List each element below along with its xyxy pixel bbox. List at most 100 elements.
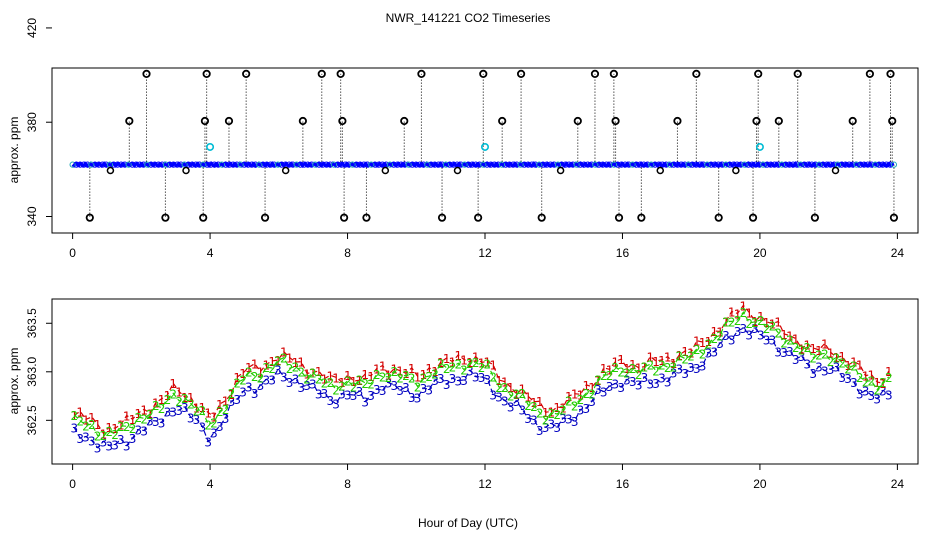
series-3-marker: 3 <box>710 346 718 360</box>
series-1-marker: 1 <box>565 390 573 404</box>
baseline-point <box>685 161 692 168</box>
baseline-point <box>349 161 356 168</box>
series-3-marker: 3 <box>786 345 794 359</box>
high-outlier-point <box>479 69 488 78</box>
baseline-point <box>409 161 416 168</box>
series-1-marker: 1 <box>350 375 358 389</box>
dip-point <box>182 166 190 175</box>
x-tick-label: 12 <box>478 246 492 260</box>
baseline-point <box>760 161 767 168</box>
series-2-marker: 2 <box>286 362 294 376</box>
series-1-marker: 1 <box>123 410 131 424</box>
baseline-point <box>719 161 726 168</box>
series-2-marker: 2 <box>507 390 515 404</box>
series-1-marker: 1 <box>228 388 236 402</box>
low-outlier-point <box>85 213 94 222</box>
panel-top: approx. ppm 0 4 8 12 16 20 24 340 380 420 <box>7 18 919 260</box>
series-2-marker: 2 <box>129 422 137 436</box>
series-3-marker: 3 <box>286 376 294 390</box>
series-2-marker: 2 <box>373 368 381 382</box>
dip-point <box>732 166 740 175</box>
series-2-marker: 2 <box>262 361 270 375</box>
series-3-marker: 3 <box>117 433 125 447</box>
series-1-marker: 1 <box>111 422 119 436</box>
baseline-point <box>860 161 868 168</box>
baseline-point <box>715 161 722 168</box>
baseline-point <box>629 161 636 168</box>
series-1-marker: 1 <box>245 361 253 375</box>
baseline-point <box>427 161 435 168</box>
baseline-point <box>648 161 655 168</box>
series-2-marker: 2 <box>146 408 154 422</box>
high-outlier-point <box>793 69 802 78</box>
baseline-point <box>215 161 222 168</box>
series-3-marker: 3 <box>373 383 381 397</box>
series-1-marker: 1 <box>850 356 858 370</box>
baseline-point <box>872 161 879 168</box>
series-3-marker: 3 <box>350 389 358 403</box>
series-2-marker: 2 <box>111 428 119 442</box>
low-outlier-point <box>614 213 624 222</box>
series-3-marker: 3 <box>670 366 678 380</box>
series-3-marker: 3 <box>274 363 282 377</box>
series-3-marker: 3 <box>757 329 765 343</box>
series-1-marker: 1 <box>367 370 375 384</box>
baseline-point <box>286 161 293 168</box>
baseline-point <box>88 161 95 168</box>
baseline-point <box>827 161 834 168</box>
series-3-marker: 3 <box>821 365 829 379</box>
series-2-marker: 2 <box>513 388 521 402</box>
series-3-marker: 3 <box>414 392 422 406</box>
series-1-marker: 1 <box>588 381 596 395</box>
series-3-marker: 3 <box>460 374 468 388</box>
series-1-marker: 1 <box>408 362 416 376</box>
series-3-marker: 3 <box>326 394 334 408</box>
series-3-marker: 3 <box>181 401 189 415</box>
series-3-marker: 3 <box>774 346 782 360</box>
series-3-marker: 3 <box>71 422 79 436</box>
baseline-point <box>622 161 629 168</box>
series-1-marker: 1 <box>571 388 579 402</box>
baseline-point <box>118 161 125 168</box>
baseline-point <box>174 161 181 168</box>
series-1-marker: 1 <box>833 351 841 365</box>
series-1-marker: 1 <box>868 368 876 382</box>
series-3-marker: 3 <box>222 412 230 426</box>
series-3-marker: 3 <box>262 373 270 387</box>
series-1-marker: 1 <box>524 390 532 404</box>
series-1-marker: 1 <box>821 337 829 351</box>
series-1-marker: 1 <box>158 393 166 407</box>
baseline-point <box>327 161 334 168</box>
mid-outlier-point <box>888 116 897 126</box>
series-3-marker: 3 <box>501 394 509 408</box>
baseline-point <box>842 161 849 168</box>
series-1-marker: 1 <box>774 316 782 330</box>
baseline-point <box>618 161 625 168</box>
series-2-marker: 2 <box>484 358 492 372</box>
series-2-marker: 2 <box>338 380 346 394</box>
baseline-point <box>233 161 240 168</box>
low-outlier-point <box>340 213 349 222</box>
baseline-point <box>439 161 446 168</box>
series-1-marker: 1 <box>664 351 672 365</box>
series-3-marker: 3 <box>623 373 631 387</box>
series-3-marker: 3 <box>804 358 812 372</box>
series-2-marker: 2 <box>740 306 748 320</box>
baseline-point <box>476 161 483 168</box>
x-axis-label: Hour of Day (UTC) <box>418 516 518 530</box>
series-1-marker: 1 <box>117 419 125 433</box>
series-1-marker: 1 <box>286 352 294 366</box>
series-3-marker: 3 <box>204 435 212 449</box>
baseline-point <box>868 161 875 168</box>
mid-outlier-point <box>338 116 347 126</box>
series-3-marker: 3 <box>815 360 823 374</box>
series-2-marker: 2 <box>821 347 829 361</box>
series-3-marker: 3 <box>868 389 876 403</box>
series-2-marker: 2 <box>210 416 218 430</box>
series-1-marker: 1 <box>239 367 247 381</box>
series-2-marker: 2 <box>152 399 160 413</box>
series-3-marker: 3 <box>617 381 625 395</box>
series-2-marker: 2 <box>169 387 177 401</box>
baseline-point <box>91 161 99 168</box>
series-1-marker: 1 <box>745 306 753 320</box>
